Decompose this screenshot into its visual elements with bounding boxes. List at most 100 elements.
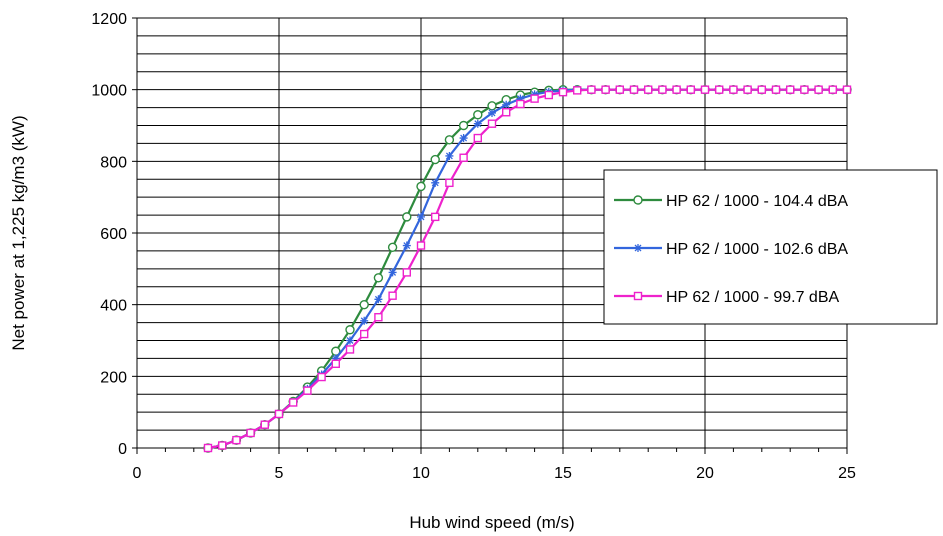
data-point	[417, 212, 425, 221]
data-point	[360, 316, 369, 325]
data-point	[700, 85, 710, 94]
data-point	[203, 443, 213, 453]
data-point	[502, 100, 511, 109]
data-point	[814, 85, 823, 94]
data-point	[729, 85, 738, 94]
data-point	[487, 119, 497, 128]
legend-entry: HP 62 / 1000 - 102.6 dBA	[614, 241, 848, 258]
y-tick-label: 200	[100, 369, 127, 386]
legend-label: HP 62 / 1000 - 99.7 dBA	[666, 289, 839, 306]
data-point	[715, 85, 724, 94]
data-point	[374, 295, 383, 304]
data-point	[473, 119, 482, 128]
data-point	[246, 428, 255, 438]
tick-labels: 0 200 400 600 800 1000 1200 0 5 10 15 20 25	[91, 11, 856, 482]
x-tick-label: 5	[275, 465, 284, 482]
data-point	[260, 420, 269, 429]
data-point	[573, 86, 582, 95]
data-point	[644, 85, 653, 94]
data-point	[615, 85, 624, 94]
data-point	[629, 85, 639, 94]
data-point	[544, 90, 553, 100]
data-point	[360, 329, 369, 339]
series-group	[203, 84, 852, 453]
data-point	[587, 85, 596, 94]
data-point	[786, 85, 795, 94]
series-line	[207, 88, 847, 450]
data-point	[488, 108, 496, 117]
data-point	[459, 134, 468, 143]
data-point	[473, 133, 482, 143]
data-point	[431, 212, 440, 222]
x-tick-label: 25	[838, 465, 856, 482]
y-axis-label: Net power at 1,225 kg/m3 (kW)	[9, 115, 28, 350]
data-point	[743, 85, 752, 94]
y-tick-label: 400	[100, 298, 127, 315]
legend-entry: HP 62 / 1000 - 99.7 dBA	[614, 289, 839, 306]
legend: HP 62 / 1000 - 104.4 dBA HP 62 / 1000 - 1…	[603, 169, 938, 325]
data-point	[388, 291, 397, 300]
y-tick-label: 600	[100, 226, 127, 243]
data-point	[274, 409, 284, 419]
data-point	[345, 345, 355, 354]
data-point	[431, 178, 440, 187]
data-point	[416, 241, 426, 250]
data-point	[771, 85, 781, 94]
legend-entry: HP 62 / 1000 - 104.4 dBA	[614, 193, 848, 210]
y-tick-label: 1000	[91, 83, 127, 100]
data-point	[487, 101, 497, 111]
data-point	[402, 212, 412, 222]
data-point	[459, 153, 468, 162]
data-point	[757, 85, 766, 94]
data-point	[516, 99, 525, 109]
data-point	[530, 90, 539, 99]
x-tick-label: 0	[133, 465, 142, 482]
data-point	[658, 85, 667, 94]
legend-marker	[634, 244, 642, 252]
legend-label: HP 62 / 1000 - 104.4 dBA	[666, 193, 848, 210]
data-point	[430, 154, 440, 165]
data-point	[345, 325, 355, 335]
legend-marker	[633, 291, 643, 301]
data-point	[828, 85, 837, 94]
y-tick-label: 800	[100, 154, 127, 171]
x-tick-label: 20	[696, 465, 714, 482]
data-point	[317, 372, 326, 382]
data-point	[558, 87, 568, 97]
data-point	[331, 354, 340, 363]
data-point	[387, 242, 398, 253]
data-point	[331, 359, 340, 368]
data-point	[458, 120, 469, 131]
data-point	[374, 313, 383, 322]
x-tick-label: 10	[412, 465, 430, 482]
data-point	[672, 85, 681, 94]
x-axis-label: Hub wind speed (m/s)	[409, 513, 574, 532]
data-point	[445, 178, 454, 188]
data-point	[373, 273, 384, 283]
series-3	[203, 85, 852, 453]
x-tick-label: 15	[554, 465, 572, 482]
data-point	[217, 441, 227, 450]
data-point	[686, 85, 695, 94]
y-tick-label: 0	[118, 441, 127, 458]
data-point	[502, 108, 511, 117]
data-point	[473, 110, 483, 120]
data-point	[346, 336, 354, 345]
legend-label: HP 62 / 1000 - 102.6 dBA	[666, 241, 848, 258]
data-point	[530, 94, 539, 103]
data-point	[289, 398, 298, 407]
data-point	[444, 135, 455, 145]
data-point	[601, 85, 610, 94]
data-point	[232, 435, 241, 445]
data-point	[516, 94, 525, 103]
data-point	[842, 85, 852, 94]
data-point	[402, 268, 411, 277]
data-point	[359, 299, 369, 310]
legend-marker	[633, 195, 643, 205]
data-point	[416, 181, 426, 192]
data-point	[445, 151, 454, 160]
data-point	[303, 386, 312, 395]
y-tick-label: 1200	[91, 11, 127, 28]
data-point	[388, 268, 397, 277]
